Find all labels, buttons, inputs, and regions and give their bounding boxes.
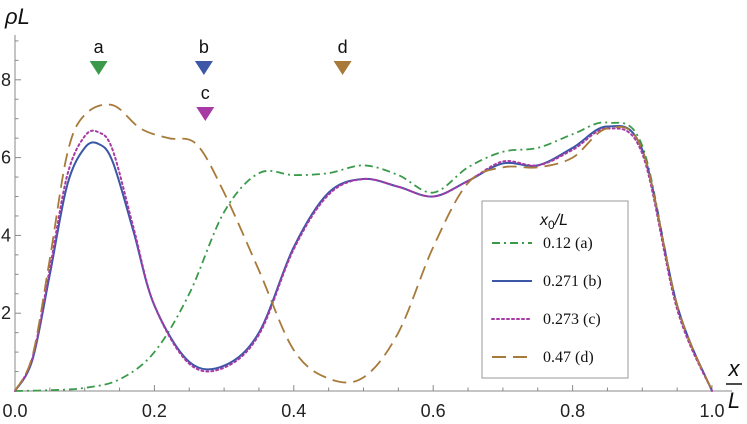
marker-label-d: d	[338, 37, 348, 57]
marker-triangle-d	[333, 61, 352, 75]
series-layer	[14, 103, 713, 392]
y-tick-label: 4	[1, 225, 11, 245]
legend-title: x0/L	[539, 212, 568, 232]
marker-label-c: c	[201, 83, 210, 103]
x-tick-label: 1.0	[699, 401, 724, 421]
legend-label-2: 0.273 (c)	[543, 311, 601, 328]
marker-triangle-c	[196, 107, 215, 121]
marker-triangle-a	[89, 61, 108, 75]
marker-layer: a b c d	[89, 37, 352, 121]
marker-label-a: a	[94, 37, 105, 57]
y-tick-label: 6	[1, 148, 11, 168]
legend-label-3: 0.47 (d)	[543, 349, 594, 366]
x-axis-title-numerator: x	[728, 356, 741, 381]
legend-label-1: 0.271 (b)	[543, 273, 602, 290]
legend-box	[481, 200, 629, 379]
series-line-3	[14, 103, 713, 392]
y-tick-label: 2	[1, 303, 11, 323]
y-tick-label: 8	[1, 70, 11, 90]
x-axis-title-denominator: L	[728, 388, 740, 413]
axes: 0.0 0.2 0.4 0.6 0.8 1.0 2 4 6 8 ρL xL	[1, 4, 742, 421]
x-tick-label: 0.8	[560, 401, 585, 421]
legend: x0/L 0.12 (a) 0.271 (b) 0.273 (c) 0.47 (d)	[481, 200, 629, 379]
marker-triangle-b	[194, 61, 213, 75]
x-tick-label: 0.0	[2, 401, 27, 421]
marker-label-b: b	[199, 37, 209, 57]
x-tick-label: 0.6	[421, 401, 446, 421]
series-line-0	[14, 121, 713, 392]
x-tick-label: 0.2	[142, 401, 167, 421]
legend-label-0: 0.12 (a)	[543, 235, 593, 252]
series-line-2	[14, 127, 713, 392]
y-axis-title: ρL	[4, 4, 30, 29]
x-tick-label: 0.4	[281, 401, 306, 421]
